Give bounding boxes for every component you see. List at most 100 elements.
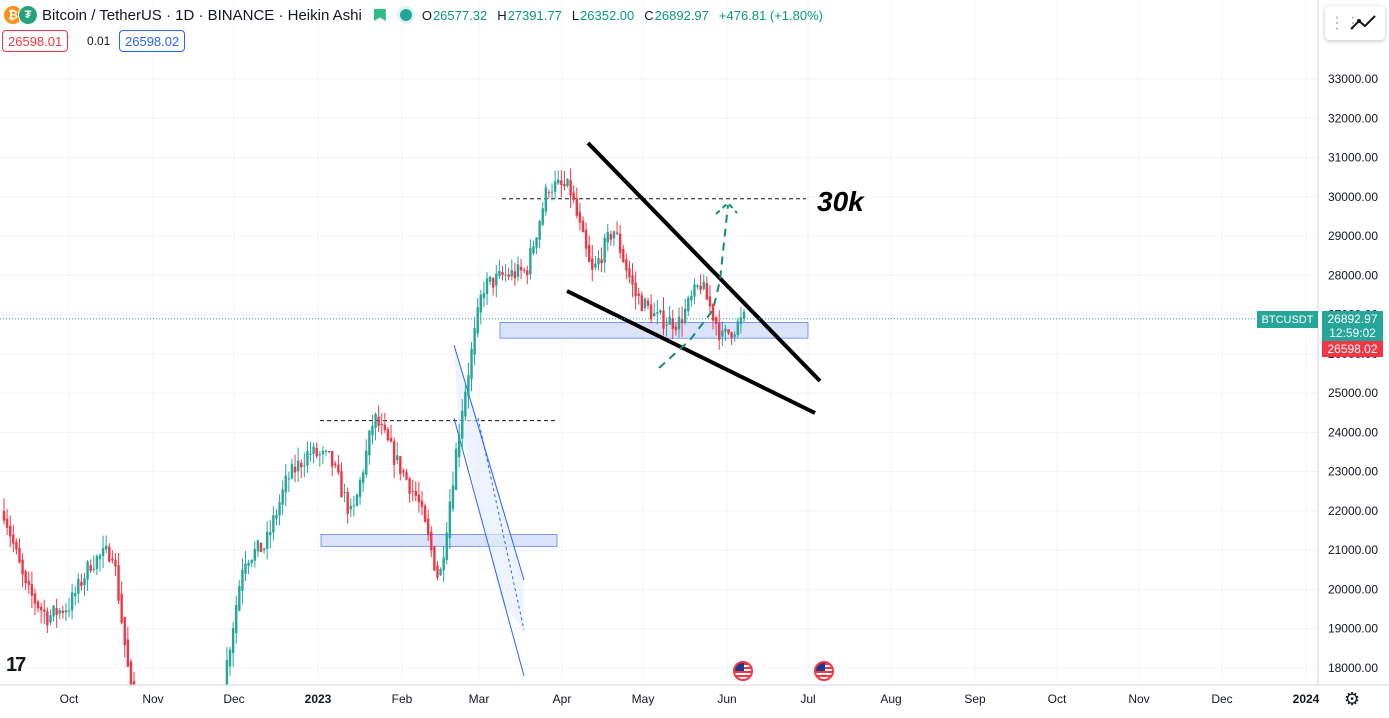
candle: [300, 459, 303, 479]
candle: [653, 302, 656, 317]
price-axis: 18000.00 19000.00 20000.00 21000.00 22000.00…: [1317, 0, 1389, 718]
candle: [677, 307, 681, 339]
chart-annotations: [0, 141, 1318, 677]
time-tick-label: May: [632, 692, 655, 706]
drawing-tool-widget[interactable]: ⋮⋮: [1325, 6, 1385, 40]
candle: [687, 295, 690, 316]
candle: [467, 362, 470, 409]
candle: [371, 414, 374, 445]
price-tick-label: 31000.00: [1328, 151, 1378, 165]
candle: [80, 573, 83, 591]
candle: [532, 240, 535, 256]
drag-handle-icon[interactable]: ⋮⋮: [1329, 15, 1361, 32]
candle: [27, 571, 30, 594]
candle: [284, 463, 287, 507]
candle: [711, 303, 715, 330]
price-tick-label: 29000.00: [1328, 229, 1378, 243]
sell-price-button[interactable]: 26598.01: [2, 30, 69, 52]
line-chart-icon[interactable]: [1349, 13, 1379, 33]
last-price-label: 26892.97: [1322, 311, 1383, 327]
candle: [736, 317, 740, 339]
candle: [587, 235, 591, 263]
candle: [714, 315, 718, 336]
candle: [575, 187, 579, 219]
candle: [566, 178, 569, 188]
candle: [634, 271, 637, 310]
candle: [408, 476, 411, 503]
candle: [18, 538, 21, 564]
candle: [380, 413, 383, 435]
price-tick-label: 20000.00: [1328, 582, 1378, 596]
candle: [49, 609, 52, 626]
candle: [461, 399, 464, 450]
candle: [67, 598, 71, 618]
candle: [114, 553, 117, 576]
annotation-30k[interactable]: 30k: [817, 186, 864, 217]
candle: [547, 189, 551, 199]
candle: [321, 446, 325, 464]
price-tick-label: 22000.00: [1328, 504, 1378, 518]
candle: [705, 276, 709, 300]
tradingview-logo-icon[interactable]: 17: [6, 654, 26, 676]
wedge-upper-line[interactable]: [586, 141, 822, 383]
symbol-title[interactable]: Bitcoin / TetherUS · 1D · BINANCE · Heik…: [42, 6, 362, 24]
candle: [61, 605, 65, 619]
candle: [563, 170, 566, 191]
time-tick-label: Feb: [392, 692, 413, 706]
candle: [420, 490, 424, 516]
candle: [120, 581, 123, 625]
flag-icon[interactable]: [373, 9, 386, 21]
candle: [606, 223, 609, 252]
candle: [448, 489, 452, 550]
candle: [92, 555, 95, 573]
candle: [637, 287, 640, 305]
candle: [584, 222, 588, 258]
candle: [74, 586, 77, 606]
candle: [290, 458, 294, 480]
candle: [560, 170, 563, 198]
channel-line[interactable]: [453, 344, 525, 581]
ohlc-change: +476.81 (+1.80%): [718, 7, 823, 23]
candle: [358, 476, 362, 505]
time-tick-label: 2024: [1293, 692, 1320, 706]
ohlc-close: C26892.97: [644, 7, 709, 23]
chart-legend-header: ₿ ₮ Bitcoin / TetherUS · 1D · BINANCE · …: [0, 0, 833, 30]
candle: [671, 309, 674, 340]
candle: [318, 451, 322, 467]
candle: [241, 558, 244, 605]
support-zone[interactable]: [320, 534, 558, 547]
buy-price-button[interactable]: 26598.02: [119, 30, 186, 52]
candle: [365, 439, 368, 478]
candle: [70, 583, 74, 620]
channel-fill: [454, 345, 524, 630]
candle: [569, 168, 572, 208]
candle: [331, 450, 334, 477]
channel-line[interactable]: [453, 417, 525, 677]
candle: [591, 244, 594, 282]
candle: [488, 276, 492, 285]
candle: [683, 298, 687, 325]
channel-midline[interactable]: [477, 417, 525, 631]
wedge-lower-line[interactable]: [566, 289, 816, 415]
time-tick-label: Mar: [469, 692, 490, 706]
candle: [244, 551, 247, 581]
candle: [309, 441, 312, 462]
candle: [690, 289, 693, 307]
candle: [39, 602, 43, 624]
candle: [538, 219, 541, 249]
price-tick-label: 28000.00: [1328, 268, 1378, 282]
countdown-label: 12:59:02: [1322, 325, 1383, 341]
candle: [352, 495, 356, 517]
candle: [247, 559, 250, 575]
candle: [742, 309, 746, 323]
candle: [389, 424, 393, 443]
gear-icon[interactable]: ⚙: [1344, 689, 1361, 709]
candle: [665, 317, 668, 337]
candle: [2, 498, 6, 525]
candle: [739, 307, 743, 334]
candle: [346, 487, 349, 524]
us-flag-icon[interactable]: [814, 661, 834, 681]
visibility-icon[interactable]: [399, 9, 412, 21]
us-flag-icon[interactable]: [733, 661, 753, 681]
